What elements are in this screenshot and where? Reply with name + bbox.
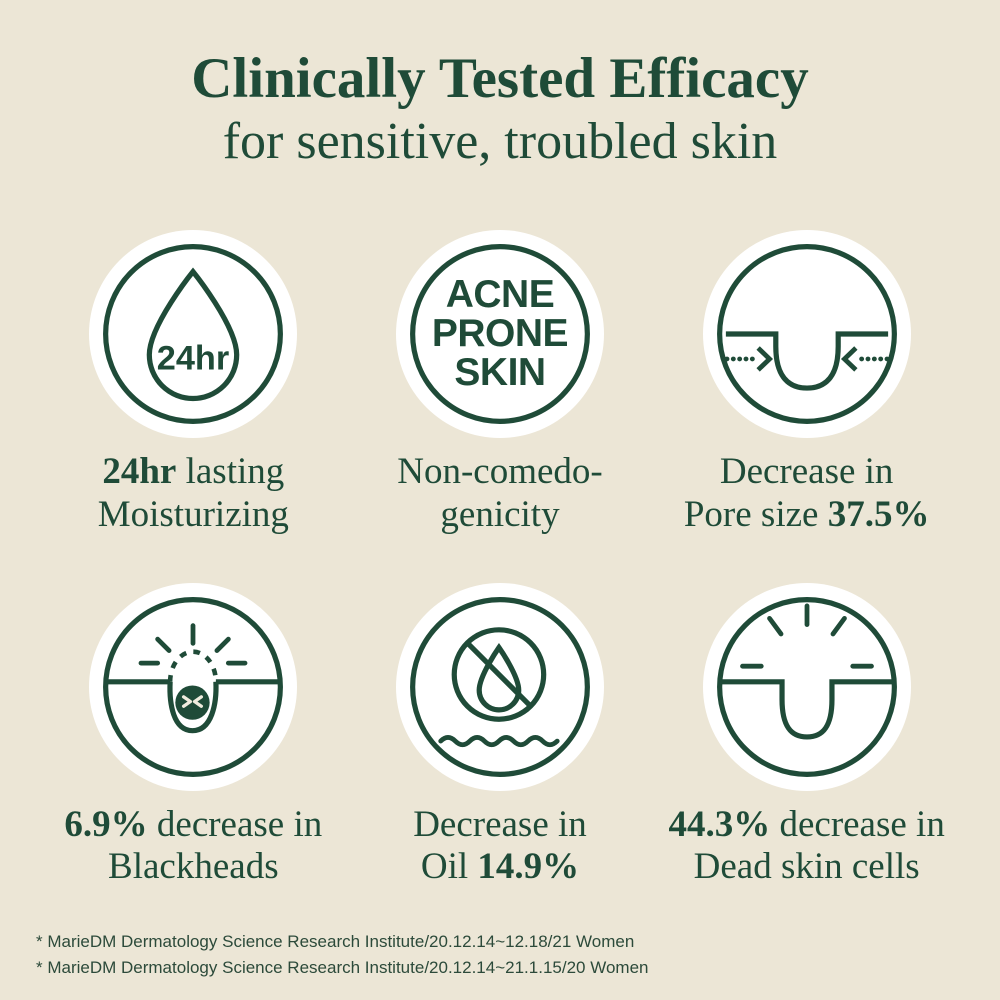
benefit-caption-moisturizing: 24hr lasting Moisturizing	[97, 450, 289, 535]
no-oil-glyph	[438, 626, 560, 747]
footnotes: * MarieDM Dermatology Science Research I…	[36, 929, 648, 980]
benefit-caption-non-comedogenicity: Non-comedo- genicity	[397, 450, 603, 535]
pore-glyph	[724, 331, 890, 391]
blackhead-dome-dashed	[168, 648, 219, 682]
no-oil-icon	[395, 582, 604, 791]
benefit-caption-oil: Decrease in Oil 14.9%	[413, 803, 587, 888]
footnote-line-1: * MarieDM Dermatology Science Research I…	[36, 932, 635, 951]
arrow-head-right-pointing	[756, 346, 773, 372]
benefit-caption-dead-skin-cells: 44.3% decrease in Dead skin cells	[668, 803, 945, 888]
water-drop-24hr-icon-svg: 24hr	[103, 243, 284, 424]
clean-pore-icon-svg	[716, 596, 897, 777]
wave-line	[438, 734, 560, 747]
icon-ring	[103, 243, 284, 424]
arrow-head-left-pointing	[840, 346, 858, 372]
icon-ring	[716, 596, 897, 777]
oil-drop	[476, 642, 522, 712]
water-drop-glyph: 24hr	[147, 267, 240, 401]
pore-shrink-icon-svg	[716, 243, 897, 424]
blackhead-glyph	[108, 622, 279, 733]
blackhead-eye-right	[193, 694, 204, 708]
icon-ring	[410, 596, 590, 777]
footnote-line-2: * MarieDM Dermatology Science Research I…	[36, 957, 649, 977]
benefit-moisturizing: 24hr 24hr lasting Moisturizing	[89, 229, 298, 537]
acne-prone-skin-badge: ACNE PRONE SKIN	[395, 229, 604, 438]
pore-shrink-icon	[702, 229, 911, 438]
water-drop-24hr-icon: 24hr	[89, 229, 298, 438]
prohibition-circle	[451, 626, 547, 722]
prohibition-slash	[465, 640, 533, 708]
blackhead-eye-left	[182, 694, 193, 708]
benefits-grid: 24hr 24hr lasting Moisturizing ACNE PRON…	[40, 229, 960, 890]
page-subtitle: for sensitive, troubled skin	[222, 112, 778, 170]
drop-24hr-label: 24hr	[157, 339, 229, 377]
clean-pore-glyph	[719, 603, 895, 740]
icon-ring	[410, 243, 590, 424]
benefit-blackheads: 6.9% decrease in Blackheads	[64, 582, 323, 890]
icon-ring	[103, 596, 284, 777]
header: Clinically Tested Efficacy for sensitive…	[0, 0, 1000, 170]
shine-rays	[138, 622, 248, 665]
shine-rays	[739, 603, 874, 669]
icon-ring	[716, 243, 897, 424]
benefit-non-comedogenicity: ACNE PRONE SKIN Non-comedo- genicity	[395, 229, 604, 537]
clean-pore-icon	[702, 582, 911, 791]
benefit-dead-skin-cells: 44.3% decrease in Dead skin cells	[668, 582, 945, 890]
blackhead-removal-icon-svg	[103, 596, 284, 777]
blackhead-removal-icon	[89, 582, 298, 791]
blackhead-dot	[175, 684, 210, 720]
benefit-pore-size: Decrease in Pore size 37.5%	[683, 229, 930, 537]
benefit-caption-blackheads: 6.9% decrease in Blackheads	[64, 803, 323, 888]
page-title: Clinically Tested Efficacy	[191, 47, 809, 110]
benefit-oil: Decrease in Oil 14.9%	[395, 582, 604, 890]
benefit-caption-pore-size: Decrease in Pore size 37.5%	[683, 450, 930, 535]
acne-prone-skin-text: ACNE PRONE SKIN	[431, 273, 569, 395]
no-oil-icon-svg	[410, 596, 590, 777]
acne-prone-skin-ring-svg	[410, 243, 590, 424]
